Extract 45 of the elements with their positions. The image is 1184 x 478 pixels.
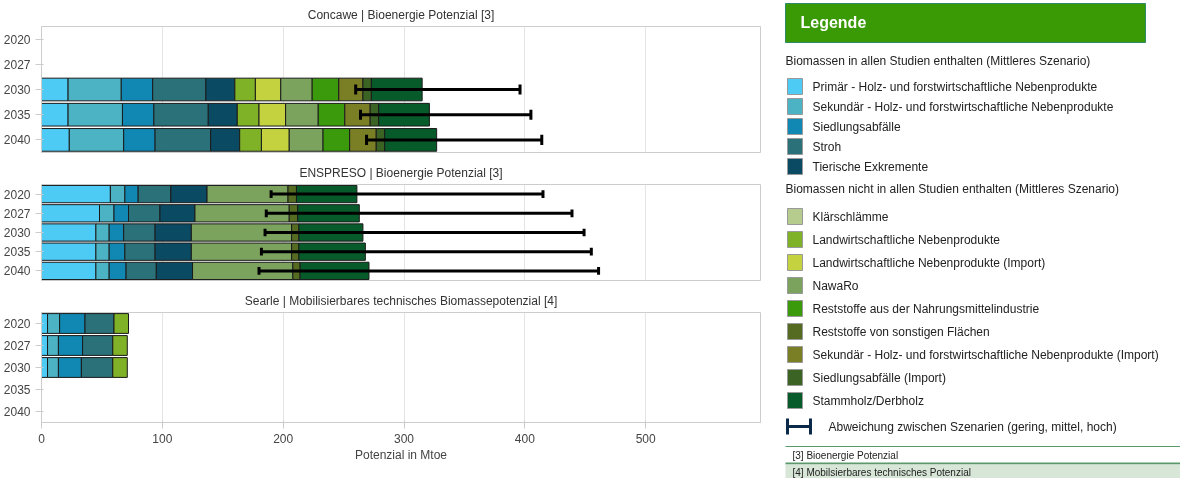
x-tick-label: 100 bbox=[152, 431, 173, 446]
legend-label: Landwirtschaftliche Nebenprodukte bbox=[812, 232, 1001, 247]
legend-label: NawaRo bbox=[812, 278, 859, 293]
legend-label: Reststoffe aus der Nahrungsmittelindustrie bbox=[812, 301, 1040, 316]
y-tick-label: 2030 bbox=[3, 83, 31, 97]
y-tick-label: 2040 bbox=[3, 264, 31, 279]
y-tick-label: 2027 bbox=[3, 57, 31, 72]
x-tick-label: 500 bbox=[635, 431, 657, 446]
legend-label: Siedlungsabfälle bbox=[812, 119, 901, 134]
y-tick-label: 2030 bbox=[3, 226, 31, 240]
y-tick-label: 2027 bbox=[3, 339, 31, 353]
chart-title: Searle | Mobilisierbares technisches Biomassepotenzial [4] bbox=[244, 293, 558, 308]
legend-label: Sekundär - Holz- und forstwirtschaftliche Nebenprodukte bbox=[812, 99, 1114, 114]
legend-label: Tierische Exkremente bbox=[812, 159, 929, 174]
x-tick-label: 200 bbox=[273, 431, 294, 446]
legend-label: Landwirtschaftliche Nebenprodukte (Import) bbox=[812, 255, 1046, 270]
legend-label: Primär - Holz- und forstwirtschaftliche Nebenprodukte bbox=[812, 79, 1098, 94]
x-tick-label: 0 bbox=[38, 431, 46, 446]
text: Biomassen in allen Studien enthalten (Mittleres Szenario) bbox=[785, 53, 1091, 68]
y-tick-label: 2030 bbox=[3, 361, 31, 375]
y-tick-label: 2020 bbox=[3, 187, 31, 202]
y-tick-label: 2035 bbox=[3, 245, 31, 260]
y-tick-label: 2027 bbox=[3, 206, 31, 221]
text: Abweichung zwischen Szenarien (gering, mittel, hoch) bbox=[828, 419, 1117, 434]
legend-label: Stroh bbox=[812, 139, 842, 154]
legend-label: Sekundär - Holz- und forstwirtschaftliche Nebenprodukte (Import) bbox=[812, 347, 1159, 362]
x-tick-label: 400 bbox=[514, 431, 536, 446]
y-tick-label: 2040 bbox=[3, 133, 31, 148]
legend-label: Stammholz/Derbholz bbox=[812, 393, 924, 408]
legend-title: Legende bbox=[800, 14, 867, 31]
x-tick-label: 300 bbox=[394, 431, 415, 446]
chart-title: ENSPRESO | Bioenergie Potenzial [3] bbox=[299, 165, 503, 180]
legend-label: Siedlungsabfälle (Import) bbox=[812, 370, 946, 385]
y-tick-label: 2035 bbox=[3, 108, 31, 123]
y-tick-label: 2020 bbox=[3, 317, 31, 331]
text: [4] Mobilsierbares technisches Potenzial bbox=[792, 467, 971, 478]
legend-label: Reststoffe von sonstigen Flächen bbox=[812, 324, 990, 339]
y-tick-label: 2035 bbox=[3, 383, 31, 397]
y-tick-label: 2020 bbox=[3, 32, 31, 47]
text: [3] Bioenergie Potenzial bbox=[792, 450, 899, 461]
x-axis-title: Potenzial in Mtoe bbox=[354, 447, 448, 462]
legend-label: Klärschlämme bbox=[812, 209, 889, 224]
chart-title: Concawe | Bioenergie Potenzial [3] bbox=[307, 7, 495, 22]
text: Biomassen nicht in allen Studien enthalten (Mittleres Szenario) bbox=[785, 181, 1120, 196]
y-tick-label: 2040 bbox=[3, 405, 31, 419]
